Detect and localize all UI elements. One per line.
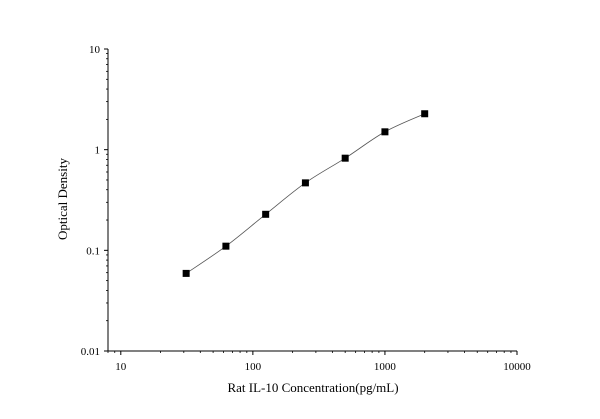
axes <box>107 49 517 352</box>
tick-labels: 0.01 0.1 1 10 10 100 1000 10000 <box>81 44 532 373</box>
x-axis-title: Rat IL-10 Concentration(pg/mL) <box>227 380 398 395</box>
y-axis-title: Optical Density <box>55 158 70 240</box>
data-points <box>182 110 429 277</box>
data-point <box>182 269 190 277</box>
data-point <box>301 179 309 187</box>
data-point <box>262 210 270 218</box>
tick-marks <box>104 48 518 355</box>
data-point <box>341 154 349 162</box>
y-tick-label: 0.01 <box>81 346 100 358</box>
x-tick-label: 10000 <box>503 361 531 373</box>
x-tick-label: 10 <box>115 361 127 373</box>
x-tick-label: 100 <box>245 361 262 373</box>
data-point <box>421 110 429 118</box>
data-point <box>222 242 230 250</box>
y-tick-label: 0.1 <box>86 245 100 257</box>
data-point <box>381 128 389 136</box>
x-tick-label: 1000 <box>374 361 397 373</box>
y-tick-label: 10 <box>89 44 101 56</box>
y-tick-label: 1 <box>95 145 101 157</box>
fit-line <box>185 113 425 274</box>
